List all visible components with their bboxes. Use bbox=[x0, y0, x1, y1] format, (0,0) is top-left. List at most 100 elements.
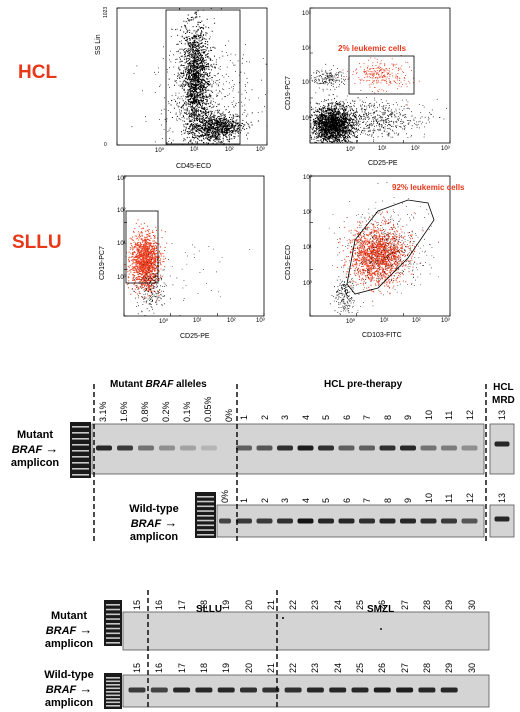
lane-number: 19 bbox=[221, 599, 232, 610]
ladder-band bbox=[72, 474, 89, 476]
lane-number: 12 bbox=[464, 492, 475, 503]
plot3-xtick: 10³ bbox=[256, 318, 265, 324]
gel-band bbox=[400, 445, 416, 451]
lane-number: 17 bbox=[176, 662, 187, 673]
lane-number: 17 bbox=[176, 599, 187, 610]
lane-number: 26 bbox=[377, 662, 388, 673]
plot3-xlabel: CD25-PE bbox=[180, 333, 210, 340]
smzl-header: SMZL bbox=[367, 604, 395, 615]
plot4-gate-label: 92% leukemic cells bbox=[392, 183, 465, 192]
gel-band bbox=[396, 687, 414, 693]
plot-frame bbox=[123, 175, 265, 317]
dilution-label: 0.8% bbox=[140, 401, 150, 422]
plot3-ylabel: CD19-PC7 bbox=[99, 246, 106, 280]
ladder-band bbox=[106, 701, 120, 704]
ladder-band bbox=[72, 426, 89, 428]
ladder-band bbox=[106, 677, 120, 679]
ladder-band bbox=[197, 510, 214, 512]
gel-band bbox=[351, 687, 369, 693]
gel-band bbox=[379, 445, 396, 451]
lane-number: 23 bbox=[310, 599, 321, 610]
gel-band bbox=[440, 687, 458, 693]
leukemic-population bbox=[337, 54, 420, 106]
lane-number: 21 bbox=[265, 662, 276, 673]
cell-population bbox=[310, 94, 376, 144]
ladder-band bbox=[197, 529, 214, 531]
gel-band bbox=[195, 687, 213, 693]
plot3-xtick: 10² bbox=[227, 318, 236, 324]
gel-band bbox=[262, 687, 280, 693]
axis-ticks bbox=[309, 175, 451, 317]
plot1-ylabel: SS Lin bbox=[95, 34, 102, 55]
gate-rect bbox=[125, 210, 159, 284]
gel-band bbox=[201, 445, 217, 451]
dilution-label: 3.1% bbox=[98, 401, 108, 422]
cell-population bbox=[310, 63, 350, 94]
gel-band bbox=[329, 687, 347, 693]
plot4-xtick: 10³ bbox=[441, 318, 450, 324]
lane-number: 15 bbox=[132, 662, 142, 673]
flow-cytometry-layer bbox=[116, 7, 451, 317]
row-label-hcl: HCL bbox=[18, 62, 58, 83]
ladder-band bbox=[106, 705, 120, 707]
plot-frame bbox=[116, 7, 268, 146]
axis-ticks bbox=[309, 7, 451, 144]
lane-number: 21 bbox=[265, 599, 276, 610]
ladder-band bbox=[106, 691, 120, 693]
lane-number: 10 bbox=[423, 409, 434, 420]
lane-number: 13 bbox=[497, 492, 507, 503]
gel-band bbox=[441, 518, 457, 524]
plot1-ymax: 1023 bbox=[103, 6, 109, 18]
ladder-band bbox=[106, 604, 120, 606]
plot4-xtick: 10² bbox=[412, 318, 421, 324]
lane-number: 27 bbox=[399, 599, 410, 610]
axis-ticks bbox=[123, 175, 265, 317]
gel-band bbox=[128, 687, 146, 693]
lane-number: 25 bbox=[355, 662, 365, 673]
lane-number: 16 bbox=[154, 599, 165, 610]
lane-number: 23 bbox=[310, 662, 321, 673]
plot1-xtick: 10¹ bbox=[190, 147, 199, 153]
gel-band bbox=[338, 445, 355, 451]
gel-band bbox=[284, 687, 302, 693]
lane-number: 13 bbox=[497, 409, 507, 420]
mutant-amplicon-label-2: Mutant BRAF → amplicon bbox=[44, 610, 94, 650]
gel-band bbox=[441, 445, 457, 451]
lane-number: 20 bbox=[243, 599, 254, 610]
ladder-band bbox=[106, 684, 120, 686]
lane-number: 9 bbox=[403, 414, 413, 420]
gel-band bbox=[256, 445, 273, 451]
gel-band bbox=[379, 518, 396, 524]
plot3-ytick: 10³ bbox=[117, 176, 126, 182]
dilution-label: 0% bbox=[220, 489, 230, 503]
plot2-gate-label: 2% leukemic cells bbox=[338, 44, 407, 53]
plot3-ytick: 10² bbox=[117, 208, 126, 214]
plot4-ylabel: CD19-ECD bbox=[285, 244, 292, 280]
plot2-ytick: 10³ bbox=[302, 11, 311, 17]
ladder-band bbox=[197, 524, 214, 527]
lane-number: 29 bbox=[444, 662, 455, 673]
plot2-ytick: 10⁰ bbox=[302, 116, 312, 122]
plot4-xlabel: CD103-FITC bbox=[362, 332, 402, 339]
gel-band bbox=[159, 445, 175, 451]
plot2-xtick: 10¹ bbox=[378, 146, 387, 152]
plot2-ytick: 10¹ bbox=[302, 80, 311, 86]
wt-amplicon-label: Wild-type BRAF → amplicon bbox=[129, 503, 179, 543]
gel-layer bbox=[70, 384, 515, 710]
gel-band bbox=[240, 687, 257, 693]
lane-number: 5 bbox=[321, 497, 331, 503]
gate-rect bbox=[348, 55, 415, 95]
gel-speck bbox=[380, 628, 382, 630]
cell-population bbox=[131, 8, 268, 146]
lane-number: 20 bbox=[243, 662, 254, 673]
row-label-sllu: SLLU bbox=[12, 232, 62, 253]
gel-band bbox=[236, 518, 252, 524]
gel-band bbox=[138, 445, 154, 451]
leukemic-population bbox=[124, 219, 168, 301]
gel-mutant-bottom bbox=[122, 611, 490, 651]
pretherapy-header: HCL pre-therapy bbox=[324, 379, 403, 390]
lane-number: 28 bbox=[421, 599, 432, 610]
ladder-band bbox=[106, 698, 120, 700]
gel-band bbox=[96, 445, 112, 451]
